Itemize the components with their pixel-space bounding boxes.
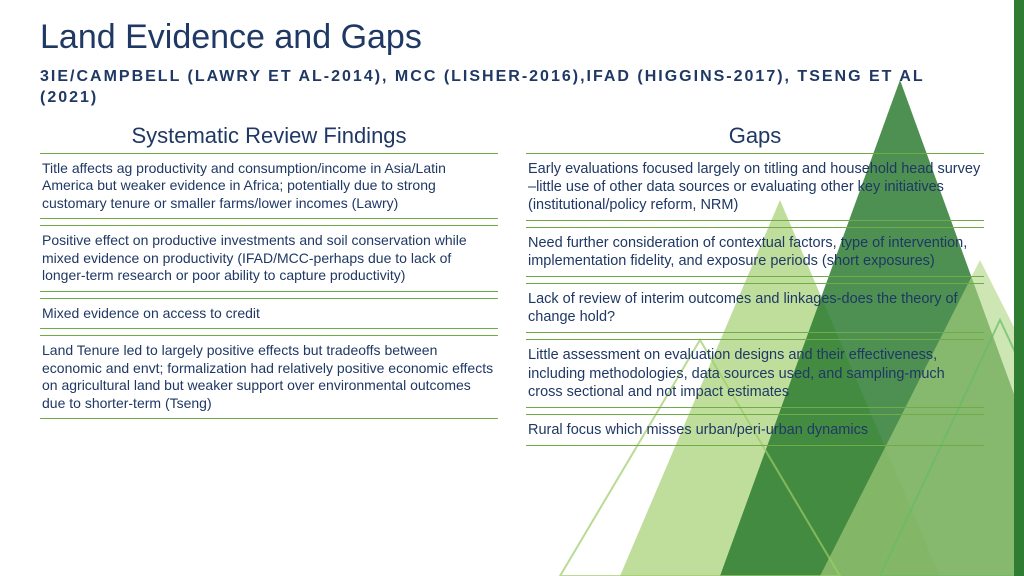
list-item: Early evaluations focused largely on tit… — [526, 153, 984, 221]
list-item: Need further consideration of contextual… — [526, 227, 984, 277]
list-item: Lack of review of interim outcomes and l… — [526, 283, 984, 333]
left-column: Systematic Review Findings Title affects… — [40, 123, 498, 452]
list-item: Mixed evidence on access to credit — [40, 298, 498, 330]
list-item: Positive effect on productive investment… — [40, 225, 498, 292]
right-column-header: Gaps — [526, 123, 984, 149]
two-column-layout: Systematic Review Findings Title affects… — [40, 123, 984, 452]
slide-subtitle: 3IE/CAMPBELL (LAWRY ET AL-2014), MCC (LI… — [40, 67, 984, 109]
list-item: Title affects ag productivity and consum… — [40, 153, 498, 220]
list-item: Rural focus which misses urban/peri-urba… — [526, 414, 984, 446]
right-column: Gaps Early evaluations focused largely o… — [526, 123, 984, 452]
list-item: Little assessment on evaluation designs … — [526, 339, 984, 407]
slide-title: Land Evidence and Gaps — [40, 18, 984, 57]
list-item: Land Tenure led to largely positive effe… — [40, 335, 498, 419]
left-column-header: Systematic Review Findings — [40, 123, 498, 149]
